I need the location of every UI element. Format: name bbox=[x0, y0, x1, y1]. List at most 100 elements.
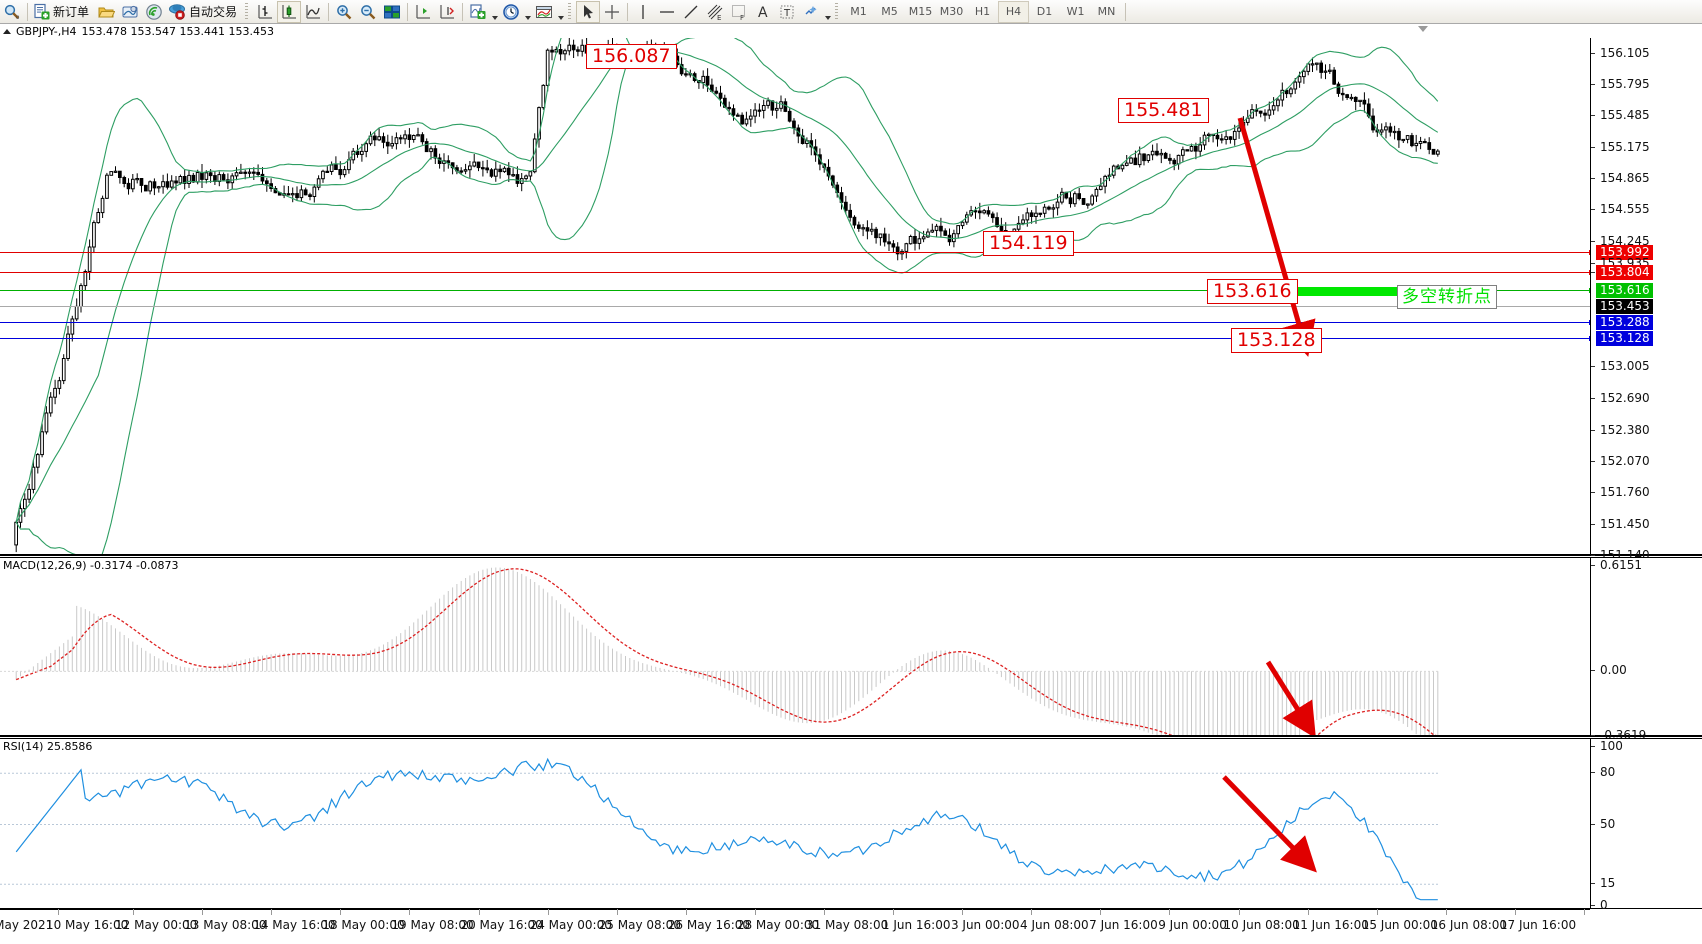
text-icon[interactable]: A bbox=[751, 1, 775, 23]
timeframe-m15[interactable]: M15 bbox=[908, 5, 933, 18]
annotation-153128[interactable]: 153.128 bbox=[1231, 328, 1322, 353]
chart-area[interactable]: 156.087 155.481 154.119 153.616 153.128 … bbox=[0, 38, 1702, 944]
time-tick bbox=[58, 909, 59, 915]
new-order-icon bbox=[34, 3, 50, 20]
toolbar-separator bbox=[27, 2, 28, 21]
timeframe-d1[interactable]: D1 bbox=[1036, 5, 1053, 18]
time-label: 18 May 00:00 bbox=[322, 918, 405, 932]
level-line-153804[interactable] bbox=[0, 270, 1590, 275]
autotrading-button[interactable]: 自动交易 bbox=[166, 1, 242, 23]
price-tag[interactable]: 153.453 bbox=[1596, 299, 1653, 314]
price-plot[interactable]: 156.087 155.481 154.119 153.616 153.128 … bbox=[0, 38, 1590, 554]
highlight-band[interactable] bbox=[1288, 287, 1410, 296]
tile-windows-icon[interactable] bbox=[380, 1, 404, 23]
timeframe-m1[interactable]: M1 bbox=[850, 5, 867, 18]
magnifier-small-icon[interactable]: o bbox=[0, 1, 24, 23]
time-tick bbox=[202, 909, 204, 915]
price-tag[interactable]: 153.288 bbox=[1596, 315, 1653, 330]
time-label: 24 May 00:00 bbox=[529, 918, 612, 932]
auto-scroll-icon[interactable] bbox=[435, 1, 459, 23]
fibonacci-icon[interactable]: E bbox=[703, 1, 727, 23]
time-tick bbox=[1169, 909, 1171, 915]
main-toolbar[interactable]: o 新订单 自动交易 bbox=[0, 0, 1702, 24]
chart-shift-icon[interactable] bbox=[411, 1, 435, 23]
bar-chart-icon[interactable] bbox=[253, 1, 277, 23]
macd-bearish-arrow[interactable] bbox=[0, 558, 1590, 735]
annotation-155481[interactable]: 155.481 bbox=[1118, 98, 1209, 123]
time-label: 1 Jun 16:00 bbox=[881, 918, 951, 932]
timeframe-m30[interactable]: M30 bbox=[939, 5, 964, 18]
annotation-turning-point[interactable]: 多空转折点 bbox=[1397, 285, 1497, 309]
chart-scroll-indicator-icon[interactable] bbox=[1418, 26, 1428, 32]
price-tag[interactable]: 153.128 bbox=[1596, 331, 1653, 346]
autotrading-label: 自动交易 bbox=[189, 5, 238, 19]
indicators-icon[interactable] bbox=[466, 1, 490, 23]
annotation-153616[interactable]: 153.616 bbox=[1207, 279, 1298, 304]
price-tag[interactable]: 153.616 bbox=[1596, 283, 1653, 298]
macd-scale[interactable]: 0.6151 0.00 -0.3619 bbox=[1590, 558, 1702, 742]
templates-dropdown-icon[interactable] bbox=[556, 0, 565, 26]
time-tick bbox=[409, 909, 411, 915]
timeframe-h1[interactable]: H1 bbox=[974, 5, 991, 18]
time-tick bbox=[1445, 909, 1447, 915]
indicators-dropdown-icon[interactable] bbox=[490, 0, 499, 26]
rsi-scale[interactable]: 100 80 50 15 0 bbox=[1590, 739, 1702, 912]
objects-icon[interactable] bbox=[799, 1, 823, 23]
rsi-plot[interactable] bbox=[0, 739, 1590, 908]
new-order-button[interactable]: 新订单 bbox=[31, 1, 94, 23]
price-tag[interactable]: 153.992 bbox=[1596, 245, 1653, 260]
vertical-line-icon[interactable] bbox=[631, 1, 655, 23]
bearish-arrow[interactable] bbox=[0, 38, 1590, 554]
objects-dropdown-icon[interactable] bbox=[823, 0, 832, 26]
toolbar-grip[interactable] bbox=[567, 2, 575, 21]
zoom-in-icon[interactable] bbox=[332, 1, 356, 23]
annotation-156087[interactable]: 156.087 bbox=[586, 44, 677, 69]
level-line-153128[interactable] bbox=[0, 336, 1590, 341]
zoom-out-icon[interactable] bbox=[356, 1, 380, 23]
price-scale[interactable]: 156.105 155.795 155.485 155.175 154.865 154.5… bbox=[1590, 38, 1702, 562]
time-label: 7 Jun 16:00 bbox=[1089, 918, 1158, 932]
chart-expand-icon[interactable] bbox=[3, 29, 11, 34]
equidistant-channel-icon[interactable]: F bbox=[727, 1, 751, 23]
templates-icon[interactable] bbox=[532, 1, 556, 23]
level-line-153616[interactable] bbox=[0, 288, 1590, 293]
timeframe-h4[interactable]: H4 bbox=[998, 0, 1030, 23]
terminal-icon[interactable] bbox=[118, 1, 142, 23]
line-chart-icon[interactable] bbox=[301, 1, 325, 23]
text-label-icon[interactable]: T bbox=[775, 1, 799, 23]
time-label: 4 Jun 08:00 bbox=[1020, 918, 1089, 932]
time-tick bbox=[478, 909, 480, 915]
rsi-bearish-arrow[interactable] bbox=[0, 739, 1590, 908]
timeframe-mn[interactable]: MN bbox=[1097, 5, 1116, 18]
time-tick bbox=[1238, 909, 1240, 915]
folder-icon[interactable] bbox=[94, 1, 118, 23]
timeframe-w1[interactable]: W1 bbox=[1066, 5, 1085, 18]
cursor-icon[interactable] bbox=[576, 0, 601, 23]
svg-text:E: E bbox=[717, 14, 721, 21]
macd-pane[interactable]: MACD(12,26,9) -0.3174 -0.0873 0.6151 0.00… bbox=[0, 557, 1702, 742]
price-tag[interactable]: 153.804 bbox=[1596, 265, 1653, 280]
timeframe-m5[interactable]: M5 bbox=[881, 5, 898, 18]
period-icon[interactable] bbox=[499, 1, 523, 23]
horizontal-line-icon[interactable] bbox=[655, 1, 679, 23]
toolbar-grip[interactable] bbox=[834, 2, 842, 21]
period-dropdown-icon[interactable] bbox=[523, 0, 532, 26]
time-label: 25 May 08:00 bbox=[598, 918, 681, 932]
level-line-last-price bbox=[0, 306, 1590, 307]
level-line-153288[interactable] bbox=[0, 320, 1590, 325]
annotation-154119[interactable]: 154.119 bbox=[983, 231, 1074, 256]
candlestick-chart-icon[interactable] bbox=[277, 0, 302, 23]
signal-icon[interactable] bbox=[142, 1, 166, 23]
trendline-icon[interactable] bbox=[679, 1, 703, 23]
time-label: 28 May 00:00 bbox=[736, 918, 820, 932]
time-tick bbox=[824, 909, 825, 915]
time-tick bbox=[133, 909, 135, 915]
time-label: 11 Jun 16:00 bbox=[1292, 918, 1369, 932]
toolbar-grip[interactable] bbox=[244, 2, 252, 21]
level-line-153992[interactable] bbox=[0, 250, 1590, 255]
rsi-pane[interactable]: RSI(14) 25.8586 100 80 50 15 0 bbox=[0, 738, 1702, 912]
crosshair-icon[interactable] bbox=[600, 1, 624, 23]
price-pane[interactable]: 156.087 155.481 154.119 153.616 153.128 … bbox=[0, 38, 1702, 562]
macd-plot[interactable] bbox=[0, 558, 1590, 735]
